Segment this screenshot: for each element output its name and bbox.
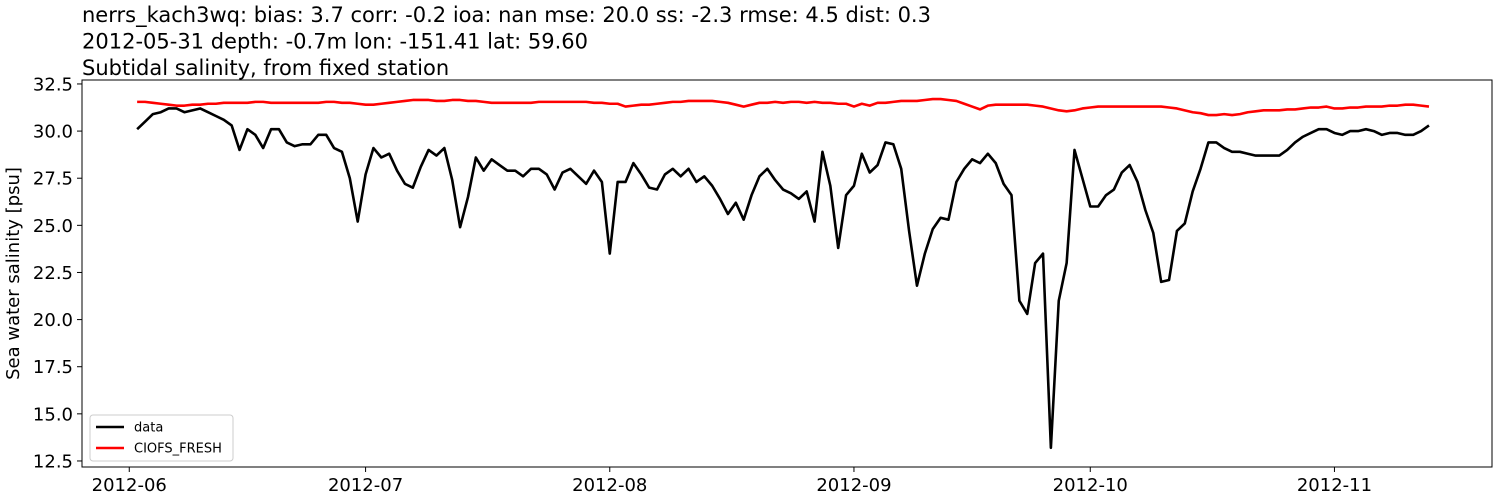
x-tick-label: 2012-07 (328, 475, 403, 496)
chart-title: nerrs_kach3wq: bias: 3.7 corr: -0.2 ioa:… (82, 3, 931, 28)
x-tick-label: 2012-08 (572, 475, 647, 496)
y-tick-label: 17.5 (33, 357, 73, 378)
y-axis-label: Sea water salinity [psu] (3, 167, 24, 380)
chart-title: Subtidal salinity, from fixed station (82, 56, 449, 80)
y-tick-label: 22.5 (33, 263, 73, 284)
legend-label: CIOFS_FRESH (134, 442, 222, 457)
y-tick-label: 32.5 (33, 74, 73, 95)
y-tick-label: 20.0 (33, 310, 73, 331)
y-tick-label: 12.5 (33, 451, 73, 472)
x-tick-label: 2012-06 (92, 475, 167, 496)
y-tick-label: 25.0 (33, 216, 73, 237)
legend-box (89, 414, 234, 462)
series-line (136, 107, 1430, 450)
x-tick-label: 2012-09 (816, 475, 891, 496)
plot-frame (81, 79, 1493, 468)
legend-label: data (134, 421, 163, 436)
series-line (137, 97, 1430, 117)
x-tick-label: 2012-11 (1297, 475, 1372, 496)
x-tick-label: 2012-10 (1053, 475, 1128, 496)
chart-title: 2012-05-31 depth: -0.7m lon: -151.41 lat… (82, 30, 588, 54)
y-tick-label: 15.0 (33, 404, 73, 425)
y-tick-label: 27.5 (33, 169, 73, 190)
y-tick-label: 30.0 (33, 122, 73, 143)
